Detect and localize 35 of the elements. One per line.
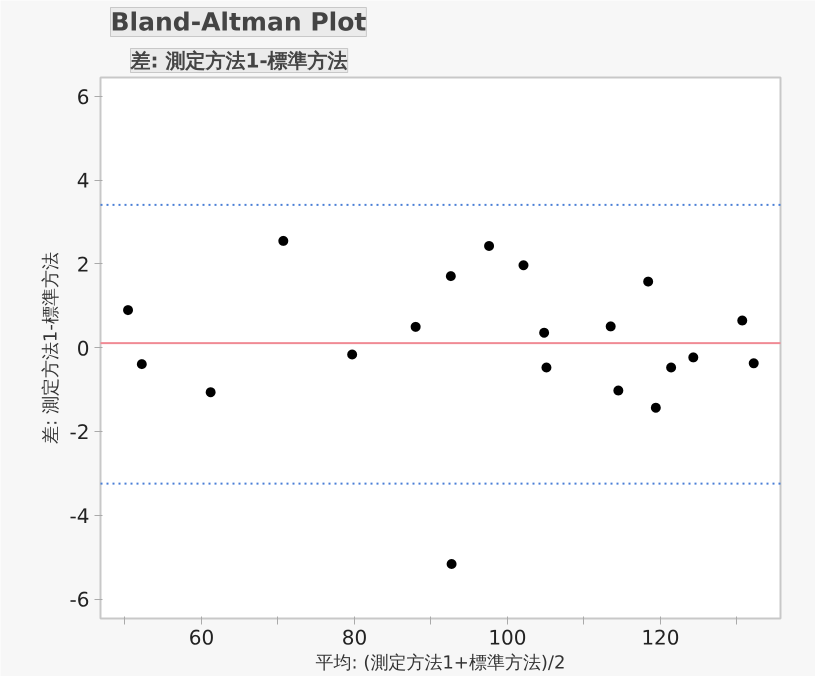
point (446, 559, 457, 570)
point (123, 305, 134, 316)
point (410, 322, 421, 332)
chart-subtitle: 差: 測定方法1-標準方法 (130, 48, 348, 72)
x-tick-label: 100 (488, 626, 527, 650)
x-tick-label: 60 (188, 626, 214, 650)
y-tick-label: -4 (70, 504, 90, 528)
x-tick-label: 120 (641, 626, 680, 650)
point (136, 359, 147, 370)
point (446, 271, 456, 282)
y-tick-label: 0 (76, 336, 90, 360)
point (206, 387, 216, 398)
y-tick-label: 2 (76, 252, 90, 276)
y-tick-label: 6 (76, 84, 90, 109)
point (278, 236, 288, 246)
chart-title: Bland-Altman Plot (110, 8, 366, 36)
y-tick-label: -6 (70, 588, 90, 612)
point (541, 362, 552, 372)
point (650, 402, 661, 413)
y-tick-label: 4 (76, 168, 90, 193)
point (666, 362, 676, 372)
point (539, 328, 550, 338)
point (613, 386, 624, 396)
point (688, 352, 698, 362)
point (518, 260, 528, 270)
x-axis-title: 平均: (測定方法1+標準方法)/2 (316, 652, 566, 674)
y-tick-label: -2 (70, 420, 90, 444)
x-tick-label: 80 (342, 626, 368, 650)
point (737, 316, 748, 326)
point (606, 321, 616, 332)
point (484, 240, 494, 251)
point (748, 358, 759, 368)
point (643, 276, 654, 287)
y-axis-title: 差: 測定方法1-標準方法 (40, 252, 62, 444)
point (347, 350, 358, 360)
